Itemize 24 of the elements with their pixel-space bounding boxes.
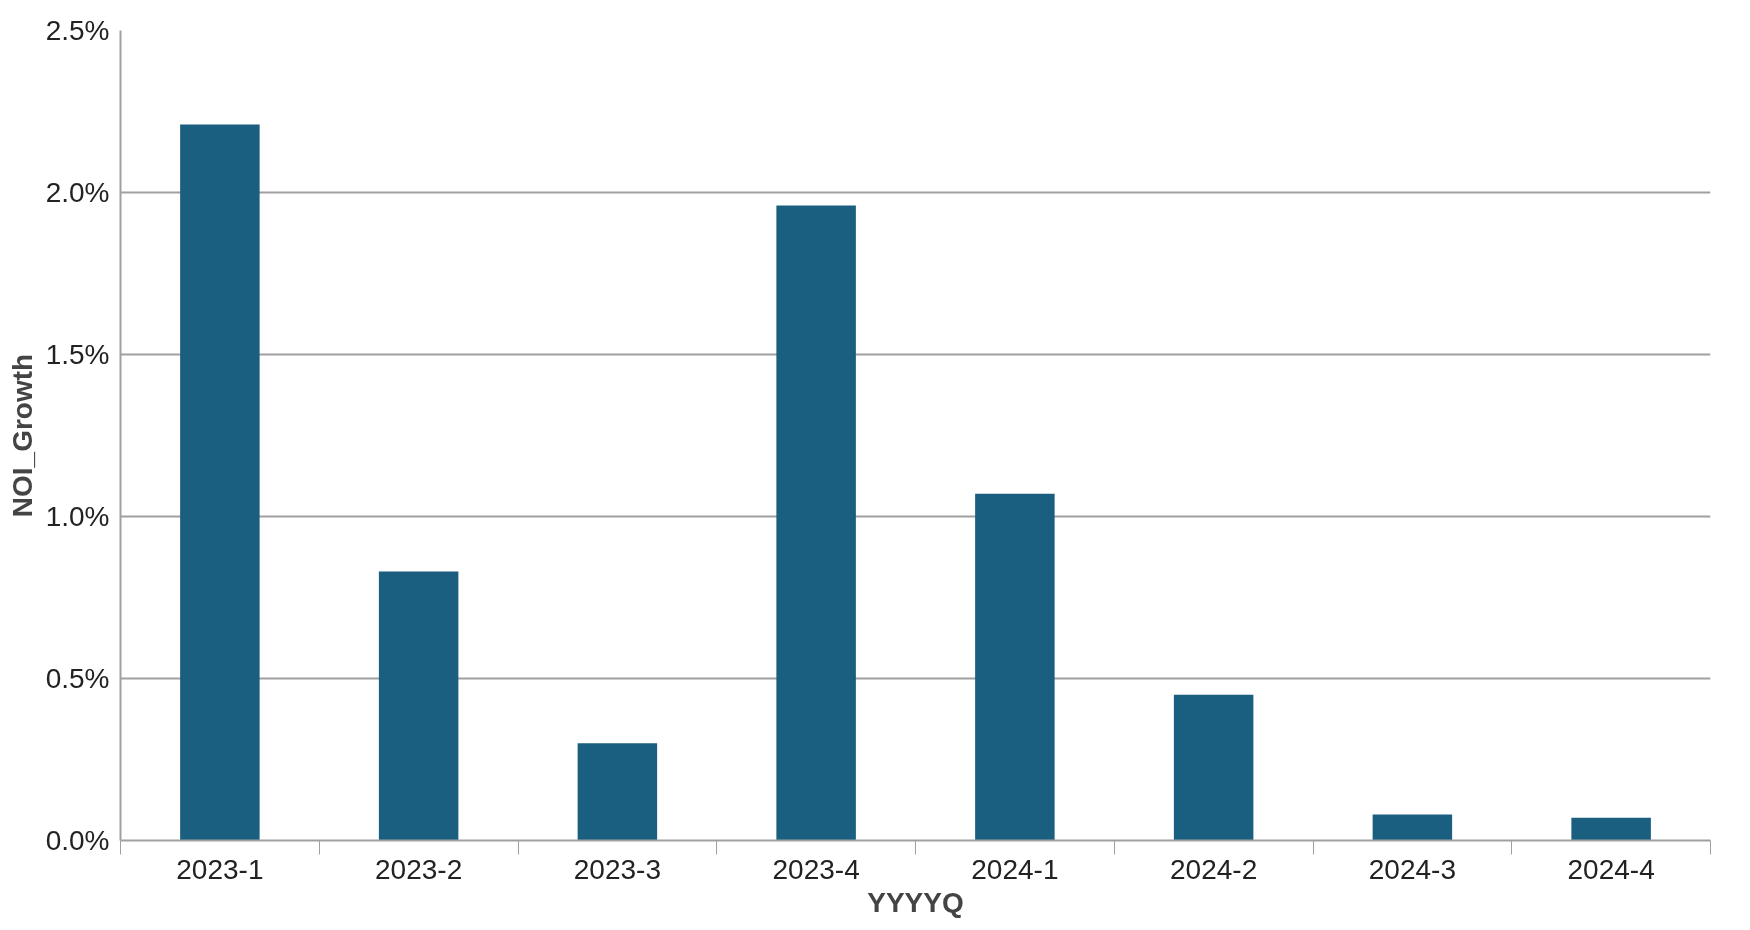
- bar: [180, 124, 260, 841]
- x-tick-label: 2024-1: [971, 853, 1059, 885]
- y-axis-title: NOI_Growth: [6, 353, 38, 518]
- bar: [1372, 814, 1453, 841]
- x-axis-title: YYYYQ: [867, 886, 964, 918]
- y-tick-label: 0.5%: [45, 663, 110, 694]
- x-tick-label: 2023-2: [375, 853, 463, 885]
- y-tick-label: 2.5%: [45, 15, 110, 46]
- bar: [577, 743, 658, 841]
- bar: [1571, 817, 1651, 841]
- bar: [378, 571, 459, 841]
- x-tick-label: 2023-1: [176, 853, 264, 885]
- y-tick-label: 2.0%: [45, 177, 110, 208]
- y-tick-label: 0.0%: [45, 825, 110, 856]
- x-tick-label: 2023-3: [573, 853, 661, 885]
- bar: [1173, 694, 1254, 841]
- y-tick-label: 1.5%: [45, 339, 110, 370]
- x-tick-label: 2024-4: [1567, 853, 1655, 885]
- x-tick-label: 2024-3: [1368, 853, 1456, 885]
- bar: [975, 493, 1055, 841]
- x-tick-label: 2023-4: [772, 853, 860, 885]
- y-tick-label: 1.0%: [45, 501, 110, 532]
- x-tick-label: 2024-2: [1170, 853, 1258, 885]
- bar: [776, 205, 856, 841]
